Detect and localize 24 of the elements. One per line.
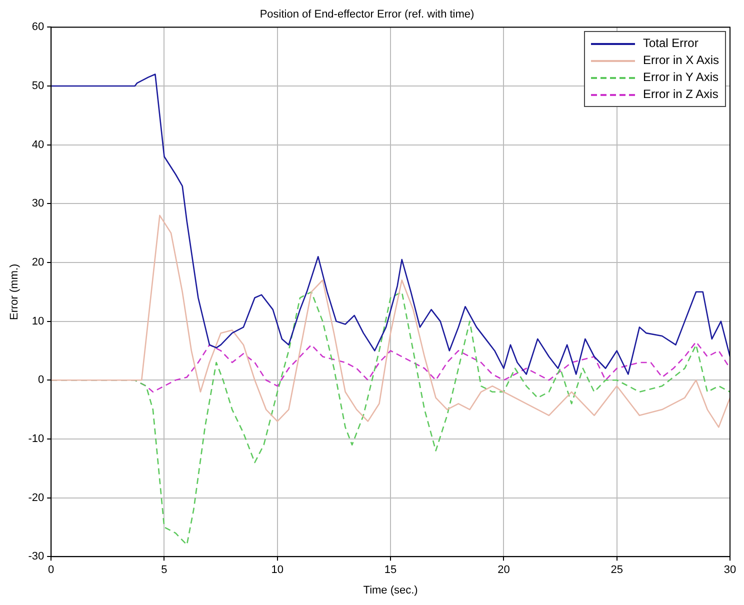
legend-label: Error in Y Axis: [642, 69, 719, 86]
x-tick-label: 25: [610, 564, 623, 576]
y-tick-label: -20: [28, 492, 44, 504]
y-tick-label: 60: [32, 21, 44, 34]
y-tick-label: 50: [32, 80, 44, 92]
x-axis-title: Time (sec.): [363, 584, 418, 596]
y-tick-label: 30: [32, 198, 44, 210]
legend-label: Error in Z Axis: [642, 86, 718, 104]
y-tick-label: 10: [32, 315, 44, 328]
legend-label: Total Error: [642, 35, 698, 52]
chart-title: Position of End-effector Error (ref. with time): [260, 8, 474, 21]
x-tick-label: 15: [384, 564, 397, 576]
legend-label: Error in X Axis: [642, 52, 719, 70]
x-tick-label: 0: [48, 564, 54, 576]
y-tick-label: -30: [28, 550, 44, 563]
x-tick-label: 5: [161, 564, 168, 576]
y-tick-label: 40: [32, 138, 44, 151]
x-tick-label: 20: [498, 564, 510, 576]
x-tick-label: 10: [271, 564, 284, 576]
y-tick-label: 0: [38, 374, 44, 386]
y-tick-label: -10: [28, 432, 44, 445]
x-tick-label: 30: [724, 564, 736, 576]
y-axis-title: Error (mm.): [8, 264, 21, 320]
y-tick-label: 20: [32, 256, 44, 269]
